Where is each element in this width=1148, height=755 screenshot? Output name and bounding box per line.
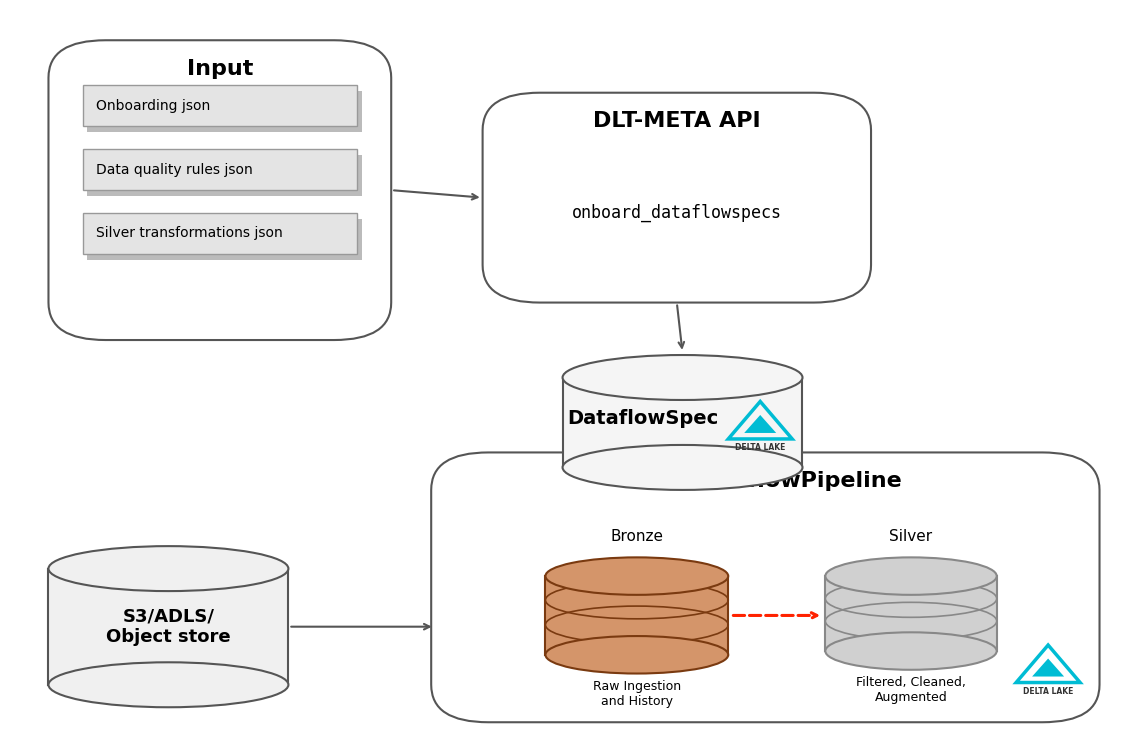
Bar	[83, 213, 357, 254]
Text: Onboarding json: Onboarding json	[96, 99, 211, 112]
Text: DLT: DataflowPipeline: DLT: DataflowPipeline	[629, 471, 901, 492]
Bar	[545, 576, 728, 655]
Text: DLT-META API: DLT-META API	[594, 112, 761, 131]
Text: DELTA LAKE: DELTA LAKE	[735, 443, 785, 452]
Text: Bronze: Bronze	[611, 528, 664, 544]
Ellipse shape	[563, 355, 802, 400]
Bar	[87, 91, 362, 132]
Ellipse shape	[545, 557, 728, 595]
Ellipse shape	[825, 557, 996, 595]
Text: Silver transformations json: Silver transformations json	[96, 226, 284, 240]
Text: S3/ADLS/
Object store: S3/ADLS/ Object store	[106, 607, 231, 646]
Text: DELTA LAKE: DELTA LAKE	[1023, 687, 1073, 696]
Ellipse shape	[48, 546, 288, 591]
Text: Filtered, Cleaned,
Augmented: Filtered, Cleaned, Augmented	[856, 676, 965, 704]
Polygon shape	[744, 415, 776, 433]
Bar	[563, 378, 802, 467]
Polygon shape	[1032, 658, 1064, 676]
Bar	[87, 219, 362, 260]
Text: Data quality rules json: Data quality rules json	[96, 162, 254, 177]
Bar	[83, 149, 357, 190]
Bar	[48, 569, 288, 685]
Ellipse shape	[48, 662, 288, 707]
FancyBboxPatch shape	[48, 40, 391, 340]
Text: Silver: Silver	[890, 528, 932, 544]
Ellipse shape	[545, 636, 728, 673]
Text: Input: Input	[187, 59, 253, 79]
FancyBboxPatch shape	[482, 93, 871, 303]
Text: DataflowSpec: DataflowSpec	[567, 409, 719, 428]
FancyBboxPatch shape	[432, 452, 1100, 723]
Bar	[87, 155, 362, 196]
Bar	[83, 85, 357, 126]
Bar	[825, 576, 996, 651]
Ellipse shape	[825, 632, 996, 670]
Ellipse shape	[563, 445, 802, 490]
Text: onboard_dataflowspecs: onboard_dataflowspecs	[572, 204, 782, 222]
Text: Raw Ingestion
and History: Raw Ingestion and History	[592, 680, 681, 707]
